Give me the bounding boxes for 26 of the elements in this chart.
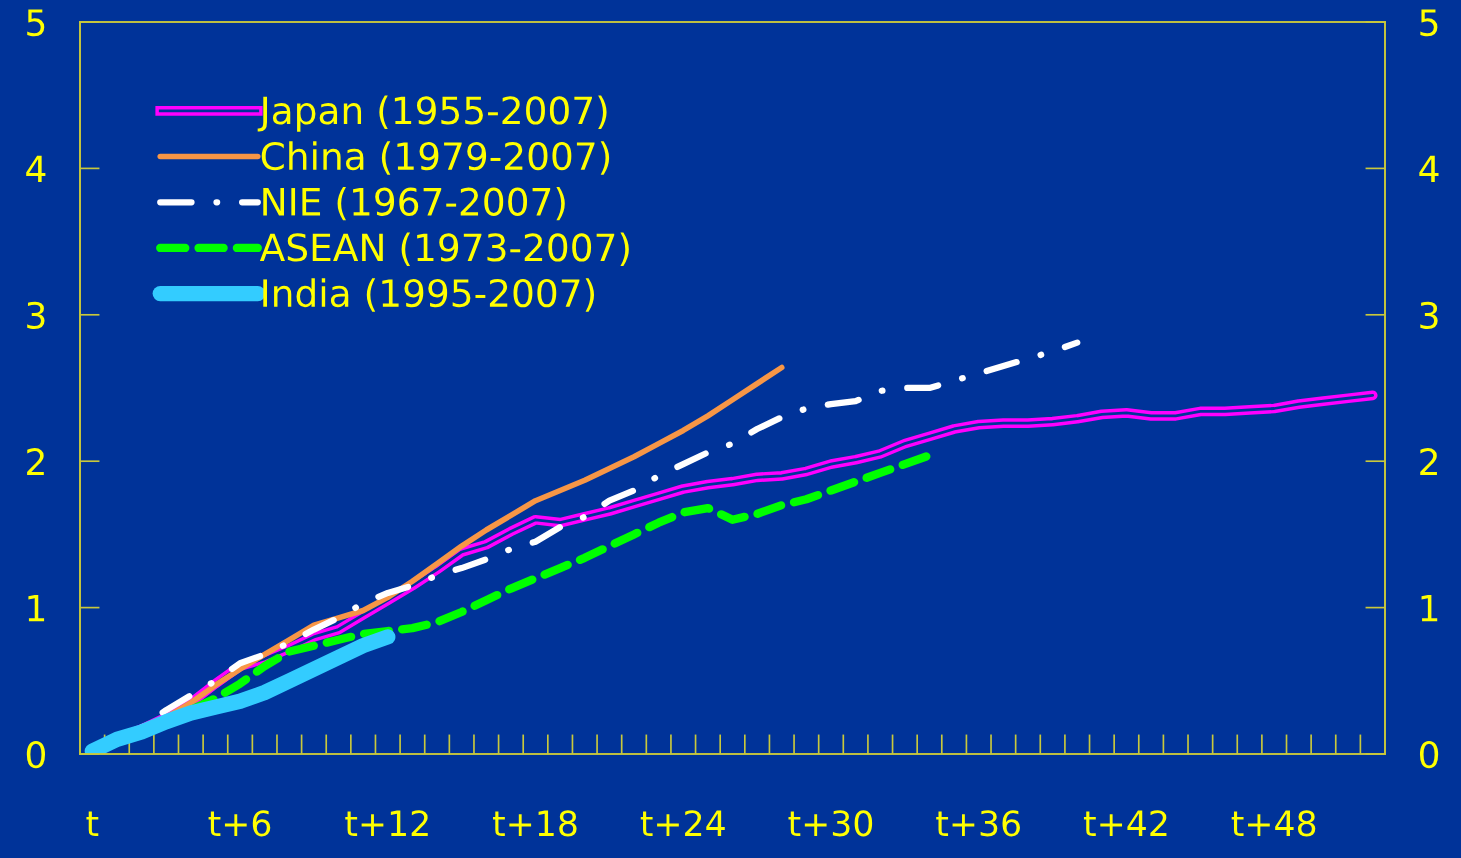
legend-label: Japan (1955-2007) [257,95,607,132]
y-tick-label: 5 [27,9,45,37]
y-tick-label: 4 [26,155,46,183]
legend-label: India (1995-2007) [263,278,595,312]
x-tick-label: t+42 [1083,810,1167,836]
y2-tick-label: 5 [1420,9,1438,37]
x-tick-label: t+36 [936,810,1020,837]
legend-label: NIE (1967-2007) [263,186,565,221]
y2-tick-label: 2 [1420,448,1437,475]
x-tick-label: t+18 [493,810,577,837]
legend-label: ASEAN (1973-2007) [259,232,629,266]
y-tick-label: 0 [26,740,46,769]
y2-tick-label: 4 [1419,155,1439,183]
y-tick-label: 2 [27,448,44,475]
x-tick-label: t+6 [208,810,271,837]
y2-tick-label: 1 [1421,594,1438,622]
x-tick-label: t+12 [345,810,428,836]
x-tick-label: t+24 [640,810,725,836]
y2-tick-label: 0 [1419,740,1439,769]
x-tick-label: t+30 [788,810,873,837]
y2-tick-label: 3 [1420,301,1438,330]
y-tick-label: 3 [27,301,45,330]
x-tick-label: t+48 [1231,810,1316,837]
y-tick-label: 1 [28,594,45,622]
legend-label: China (1979-2007) [261,141,610,175]
x-tick-label: t [86,811,99,836]
